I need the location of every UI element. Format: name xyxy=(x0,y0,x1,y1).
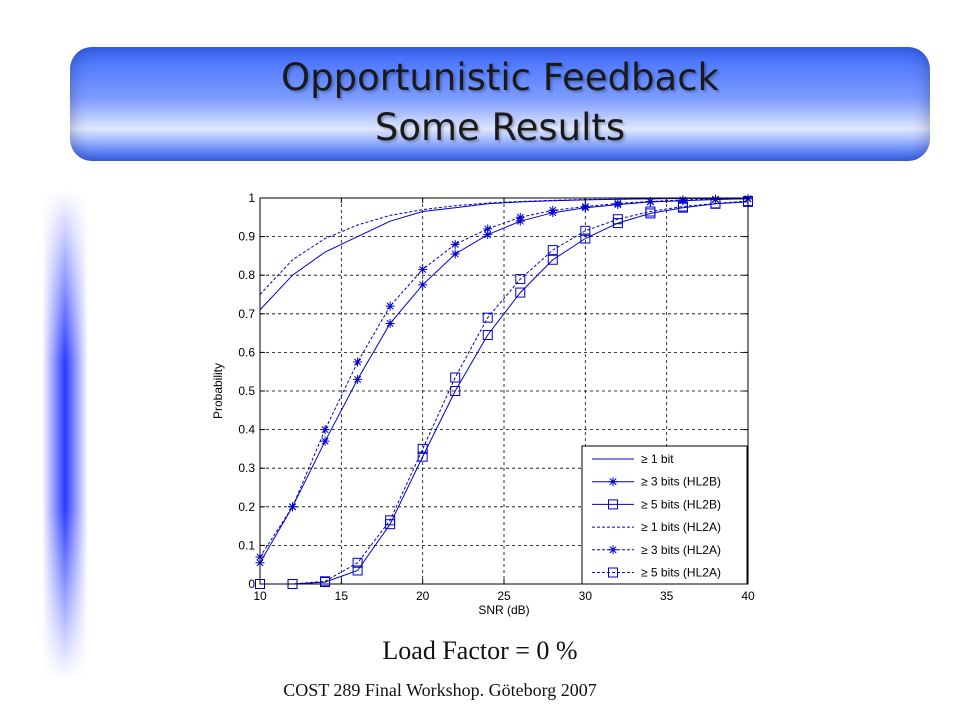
footer-text: COST 289 Final Workshop. Göteborg 2007 xyxy=(283,680,597,700)
star-marker xyxy=(353,357,363,367)
y-tick-label: 0.3 xyxy=(238,461,255,475)
star-marker xyxy=(385,301,395,311)
square-marker xyxy=(385,515,396,526)
x-tick-label: 20 xyxy=(416,589,430,603)
load-factor-caption: Load Factor = 0 % xyxy=(382,636,578,665)
star-marker xyxy=(645,196,655,206)
square-marker xyxy=(710,198,721,209)
square-marker xyxy=(645,206,656,217)
square-marker xyxy=(677,201,688,212)
y-axis-label: Probability xyxy=(211,363,225,419)
x-tick-label: 30 xyxy=(579,589,593,603)
square-marker xyxy=(352,565,363,576)
y-tick-label: 0.2 xyxy=(238,500,255,514)
square-marker xyxy=(608,567,618,578)
star-marker xyxy=(483,230,493,240)
legend-entry-label: ≥ 3 bits (HL2A) xyxy=(641,543,721,557)
star-marker xyxy=(353,374,363,384)
x-axis-label: SNR (dB) xyxy=(478,603,529,617)
square-marker xyxy=(580,225,591,236)
y-tick-label: 0.4 xyxy=(238,423,255,437)
slide-subtitle: Some Results xyxy=(374,106,626,149)
legend-entry-label: ≥ 1 bits (HL2A) xyxy=(641,520,721,534)
x-tick-label: 35 xyxy=(660,589,674,603)
square-marker xyxy=(320,576,331,587)
star-marker xyxy=(418,264,428,274)
legend-entry-label: ≥ 3 bits (HL2B) xyxy=(641,475,721,489)
x-tick-label: 25 xyxy=(497,589,511,603)
square-marker xyxy=(417,451,428,462)
star-marker xyxy=(678,195,688,205)
title-banner xyxy=(70,47,930,161)
star-marker xyxy=(483,224,493,234)
square-marker xyxy=(482,312,493,323)
y-tick-label: 0.7 xyxy=(238,307,255,321)
series-line-3 xyxy=(260,201,749,585)
star-marker xyxy=(580,201,590,211)
star-marker xyxy=(613,198,623,208)
y-tick-label: 0.5 xyxy=(238,384,255,398)
square-marker xyxy=(608,499,618,510)
x-tick-label: 10 xyxy=(253,589,267,603)
square-marker xyxy=(352,557,363,568)
star-marker xyxy=(320,425,330,435)
star-marker xyxy=(608,477,618,487)
y-tick-label: 1 xyxy=(248,191,255,205)
x-tick-label: 40 xyxy=(741,589,755,603)
star-marker xyxy=(515,212,525,222)
star-marker xyxy=(450,239,460,249)
square-marker xyxy=(547,245,558,256)
y-tick-label: 0.1 xyxy=(238,538,255,552)
square-marker xyxy=(482,330,493,341)
star-marker xyxy=(288,502,298,512)
star-marker xyxy=(418,280,428,290)
square-marker xyxy=(547,254,558,265)
y-tick-label: 0.9 xyxy=(238,230,255,244)
y-tick-label: 0.8 xyxy=(238,268,255,282)
slide-title: Opportunistic Feedback xyxy=(280,56,719,99)
legend-entry-label: ≥ 5 bits (HL2B) xyxy=(641,497,721,511)
y-tick-label: 0 xyxy=(248,577,255,591)
star-marker xyxy=(548,205,558,215)
square-marker xyxy=(417,443,428,454)
star-marker xyxy=(385,318,395,328)
square-marker xyxy=(450,386,461,396)
series-line-6 xyxy=(260,200,749,585)
legend-box xyxy=(581,445,748,585)
star-marker xyxy=(608,545,618,555)
square-marker xyxy=(450,372,461,383)
square-marker xyxy=(515,274,526,285)
star-marker xyxy=(320,436,330,446)
y-tick-label: 0.6 xyxy=(238,345,255,359)
square-marker xyxy=(515,287,526,298)
decorative-side-bar xyxy=(42,190,88,680)
x-tick-label: 15 xyxy=(335,589,349,603)
square-marker xyxy=(580,233,591,244)
legend-entry-label: ≥ 5 bits (HL2A) xyxy=(641,566,721,580)
square-marker xyxy=(612,214,623,225)
star-marker xyxy=(450,249,460,259)
legend-entry-label: ≥ 1 bit xyxy=(641,452,674,466)
